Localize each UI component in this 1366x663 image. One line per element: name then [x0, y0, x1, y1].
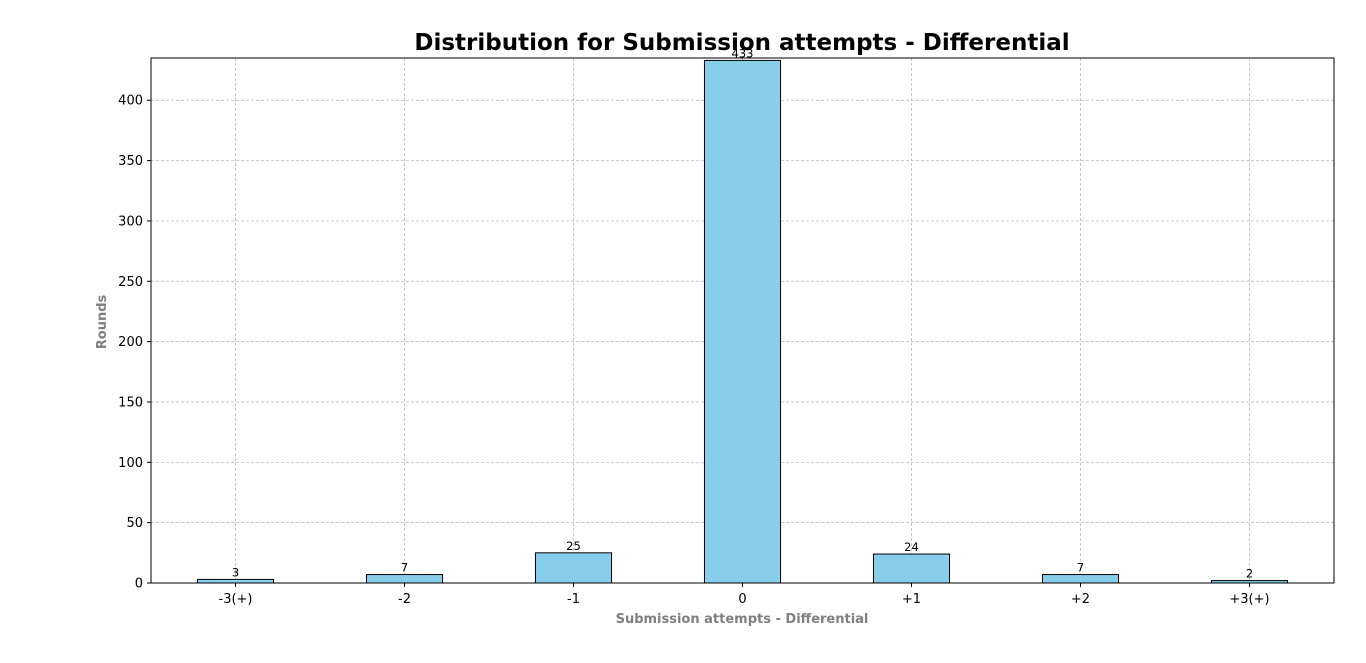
bar-value-label: 25 — [566, 539, 581, 553]
y-tick-label: 300 — [118, 214, 143, 229]
bar-value-label: 2 — [1246, 567, 1253, 581]
x-tick-label: +3(+) — [1229, 592, 1269, 607]
x-tick-label: -2 — [398, 592, 411, 607]
y-tick-label: 250 — [118, 275, 143, 290]
tick-layer: 0 50 100 150 200 250 300 350 400 -3(+) -2 -1 0 +1 +2 +3… — [118, 94, 1269, 607]
bar — [703, 59, 782, 584]
x-tick-label: +1 — [902, 592, 921, 607]
data-label-layer: 3 7 25 433 24 7 2 — [232, 46, 1253, 580]
y-tick-label: 200 — [118, 335, 143, 350]
y-tick-label: 150 — [118, 395, 143, 410]
bar — [534, 552, 613, 584]
y-tick-label: 350 — [118, 154, 143, 169]
x-tick-label: 0 — [738, 592, 746, 607]
bar-value-label: 24 — [904, 540, 919, 554]
bar — [196, 578, 275, 584]
y-tick-label: 0 — [135, 577, 143, 592]
x-tick-label: -1 — [567, 592, 580, 607]
y-tick-label: 100 — [118, 456, 143, 471]
x-axis-label: Submission attempts - Differential — [616, 612, 869, 627]
y-tick-label: 400 — [118, 94, 143, 109]
bar — [872, 553, 951, 584]
bar — [1041, 574, 1120, 584]
bar-value-label: 433 — [732, 46, 754, 60]
y-tick-label: 50 — [126, 516, 143, 531]
x-tick-label: -3(+) — [219, 592, 253, 607]
bar-value-label: 3 — [232, 565, 239, 579]
bar — [365, 574, 444, 584]
bar-value-label: 7 — [401, 561, 408, 575]
chart-title: Distribution for Submission attempts - D… — [414, 30, 1069, 56]
bar-value-label: 7 — [1077, 561, 1084, 575]
bar-layer — [196, 59, 1289, 584]
x-tick-label: +2 — [1071, 592, 1090, 607]
y-axis-label: Rounds — [95, 294, 110, 349]
